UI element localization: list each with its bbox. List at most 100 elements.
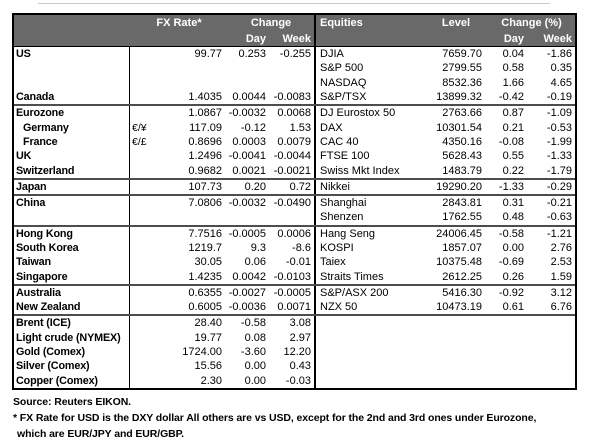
- fx-week-change-value: 3.08: [289, 317, 311, 330]
- table-row: Eurozone 1.0867 -0.0032 0.0068 DJ Eurostox 5…: [14, 104, 575, 121]
- equity-week-change-value: 6.76: [550, 301, 572, 314]
- fx-week-change-value: 0.0068: [277, 107, 311, 120]
- equity-day-change-value: -0.92: [498, 286, 524, 299]
- table-row: NASDAQ 8532.36 1.66 4.65: [14, 75, 575, 90]
- fx-rate-value: 99.77: [194, 48, 222, 61]
- equity-week-change-value: [528, 359, 575, 373]
- country-label: South Korea: [14, 240, 130, 256]
- equity-label: Shenzen: [314, 210, 424, 225]
- currency-pair-label: [130, 316, 152, 330]
- equity-day-change-value: [488, 359, 528, 373]
- fx-week-change-value: -0.03: [285, 374, 311, 387]
- equity-week-change-value: [528, 345, 575, 359]
- fx-day-change-value: 0.08: [244, 331, 266, 344]
- country-label: Silver (Comex): [14, 359, 130, 374]
- fx-day-change-value: -0.0005: [228, 227, 266, 240]
- equity-level-value: 2799.55: [442, 62, 482, 75]
- country-label: Hong Kong: [14, 226, 130, 241]
- table-row: Japan 107.73 0.20 0.72 Nikkei 19290.20 -1.33 -0…: [14, 177, 575, 194]
- equity-week-change-value: 4.65: [550, 76, 572, 89]
- fx-day-change-value: -0.0032: [228, 197, 266, 210]
- fx-rate-value: 0.8696: [188, 135, 222, 148]
- country-label: Eurozone: [14, 106, 130, 121]
- equity-day-change-value: -0.08: [498, 135, 524, 148]
- fx-week-change-value: -0.255: [279, 48, 311, 61]
- table-row: Light crude (NYMEX) 19.77 0.08 2.97: [14, 330, 575, 345]
- currency-pair-label: [130, 359, 152, 373]
- fx-week-change-value: 0.0006: [277, 227, 311, 240]
- country-label: Germany: [14, 120, 130, 135]
- currency-pair-label: [130, 210, 152, 224]
- fx-rate-value: 1724.00: [182, 346, 222, 359]
- fx-footnote-line1: * FX Rate for USD is the DXY dollar All …: [13, 412, 537, 424]
- fx-day-change-value: 9.3: [250, 242, 266, 254]
- equity-level-value: [424, 345, 488, 359]
- country-label: [14, 75, 130, 90]
- fx-week-change-value: 0.72: [289, 180, 311, 193]
- fx-rate-value: 0.6355: [188, 286, 222, 299]
- equity-label: Nikkei: [314, 179, 424, 194]
- fx-day-change-value: 0.0003: [232, 135, 266, 148]
- equity-level-value: 10301.54: [436, 121, 482, 134]
- fx-day-change-value: -0.0032: [228, 107, 266, 120]
- fx-rate-value: [152, 76, 228, 90]
- equity-day-change-value: 0.48: [502, 211, 524, 224]
- table-row: Switzerland 0.9682 0.0021 -0.0021 Swiss Mkt …: [14, 163, 575, 178]
- fx-rate-value: 1.0867: [188, 107, 222, 120]
- currency-pair-label: [130, 47, 152, 61]
- eq-week-header: Week: [543, 32, 572, 45]
- fx-day-change-value: 0.06: [244, 256, 266, 269]
- table-row: South Korea 1219.7 9.3 -8.6 KOSPI 1857.07 0.00…: [14, 240, 575, 256]
- table-row: Singapore 1.4235 0.0042 -0.0103 Straits Time…: [14, 269, 575, 284]
- table-row: Australia 0.6355 -0.0027 -0.0005 S&P/ASX 200…: [14, 283, 575, 301]
- fx-week-change-value: -0.0021: [273, 164, 311, 177]
- currency-pair-label: [130, 196, 152, 210]
- currency-pair-label: [130, 149, 152, 163]
- fx-day-change-value: 0.20: [244, 180, 266, 193]
- fx-week-change-value: 0.0079: [277, 135, 311, 148]
- currency-pair-label: [130, 374, 152, 388]
- blank-header-cell: [314, 31, 488, 46]
- table-row: Hong Kong 7.7516 -0.0005 0.0006 Hang Seng 240…: [14, 224, 575, 241]
- country-label: Light crude (NYMEX): [14, 330, 130, 345]
- currency-pair-label: [130, 227, 152, 241]
- country-label: Canada: [14, 89, 130, 105]
- fx-week-change-value: 0.43: [289, 360, 311, 373]
- fx-day-change-value: [228, 210, 270, 224]
- equity-level-value: 1483.79: [442, 164, 482, 177]
- equity-label: Shanghai: [314, 195, 424, 211]
- fx-day-change-value: -3.60: [240, 346, 266, 359]
- country-label: New Zealand: [14, 300, 130, 315]
- table-row: S&P 500 2799.55 0.58 0.35: [14, 61, 575, 76]
- equity-day-change-value: 0.04: [502, 48, 524, 61]
- fx-rate-value: 7.7516: [188, 227, 222, 240]
- equity-day-change-value: [488, 316, 528, 330]
- equity-label: Straits Times: [314, 269, 424, 284]
- equity-week-change-value: 2.53: [550, 256, 572, 269]
- equity-level-value: 2763.66: [442, 107, 482, 120]
- table-row: US 99.77 0.253 -0.255 DJIA 7659.70 0.04 -1.86: [14, 47, 575, 62]
- fx-week-change-value: -0.0083: [273, 91, 311, 104]
- fx-rate-value: 2.30: [200, 374, 222, 387]
- equity-week-change-value: [528, 316, 575, 330]
- currency-pair-label: [130, 269, 152, 283]
- equity-label: NZX 50: [314, 300, 424, 315]
- equity-label: [314, 344, 424, 360]
- country-label: [14, 61, 130, 76]
- fx-week-change-value: -0.0044: [273, 150, 311, 163]
- equity-day-change-value: 0.31: [502, 197, 524, 210]
- equity-level-value: 2612.25: [442, 270, 482, 283]
- fx-rate-value: 0.9682: [188, 164, 222, 177]
- fx-week-change-value: [270, 210, 314, 224]
- country-label: UK: [14, 149, 130, 164]
- equity-day-change-value: 0.00: [502, 242, 524, 254]
- fx-week-header: Week: [282, 32, 311, 45]
- equity-week-change-value: -0.53: [546, 121, 572, 134]
- header-row-1: FX Rate* Change Equities Level Change (%…: [14, 15, 575, 31]
- equity-level-value: 8532.36: [442, 76, 482, 89]
- equity-level-value: 24006.45: [436, 227, 482, 240]
- fx-day-change-value: 0.00: [244, 360, 266, 373]
- country-label: Switzerland: [14, 163, 130, 178]
- country-label: Japan: [14, 179, 130, 194]
- source-note: Source: Reuters EIKON.: [13, 396, 131, 408]
